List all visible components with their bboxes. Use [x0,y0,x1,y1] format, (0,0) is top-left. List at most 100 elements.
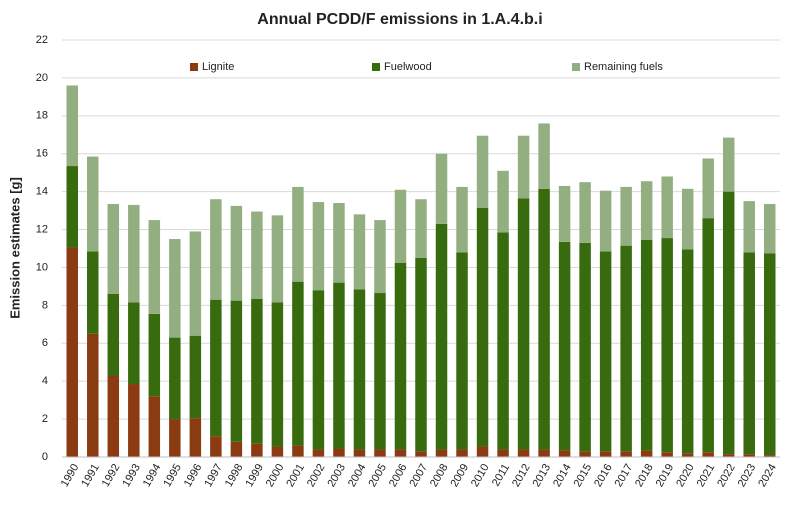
bar-segment [497,170,509,233]
bar-segment [66,166,79,248]
x-tick-label: 2003 [325,462,348,489]
bar-segment [476,446,489,457]
bar-segment [743,454,755,457]
bar-segment [620,245,632,452]
bar-segment [681,249,694,454]
bar-segment [538,188,550,450]
bar-segment [476,135,489,208]
x-tick-label: 1990 [59,462,82,489]
x-tick-label: 1995 [161,462,184,489]
bar-segment [230,441,243,457]
bar-segment [599,451,612,457]
x-tick-label: 1992 [100,462,123,489]
bar-segment [394,449,407,457]
bar-segment [353,289,366,450]
bar-segment [148,396,161,457]
y-tick-label: 16 [36,148,48,160]
bar-segment [189,335,202,419]
bar-segment [292,281,304,446]
bar-segment [435,153,448,224]
bar-segment [107,203,120,294]
bar-segment [517,198,530,450]
bar-segment [415,199,427,258]
y-tick-label: 20 [36,72,48,84]
bar-segment [620,186,632,246]
bar-segment [579,182,591,243]
bar-segment [169,419,181,457]
bar-segment [148,220,161,314]
bar-segment [251,443,263,457]
bar-segment [66,247,79,457]
legend-label: Remaining fuels [584,61,663,73]
bar-segment [661,238,673,453]
bar-segment [128,384,140,457]
x-tick-label: 2019 [654,462,677,489]
y-tick-label: 18 [36,110,48,122]
y-tick-label: 0 [42,451,48,463]
x-tick-label: 1997 [202,462,225,489]
x-tick-label: 2002 [305,462,328,489]
bar-segment [517,449,530,457]
x-tick-label: 2015 [572,462,595,489]
bar-segment [620,451,632,457]
bar-segment [681,188,694,250]
x-tick-label: 2011 [490,462,512,488]
bar-segment [251,211,263,299]
bar-segment [169,239,181,338]
bar-segment [210,436,222,457]
legend-swatch [572,63,580,71]
bar-segment [148,313,161,397]
bar-segment [743,252,755,455]
y-axis-label: Emission estimates [g] [7,177,22,319]
bar-segment [579,451,591,457]
bar-segment [722,191,735,455]
x-tick-label: 2021 [695,462,718,489]
bar-segment [107,293,120,376]
bar-segment [107,375,120,457]
bar-segment [333,282,345,449]
bar-segment [579,242,591,452]
bar-segment [640,450,653,457]
x-tick-label: 1996 [182,462,205,489]
bar-segment [333,203,345,283]
bar-segment [661,176,673,239]
bar-segment [497,449,509,457]
bar-segment [87,156,99,252]
chart-title: Annual PCDD/F emissions in 1.A.4.b.i [257,11,542,28]
bar-segment [230,300,243,442]
legend-label: Fuelwood [384,61,432,73]
x-tick-label: 2000 [264,462,287,489]
x-tick-label: 1993 [120,462,143,489]
x-tick-label: 2009 [449,462,472,489]
bar-segment [128,204,140,303]
x-tick-label: 2013 [531,462,554,489]
bar-segment [353,214,366,290]
x-tick-label: 2020 [674,462,697,489]
bar-segment [128,302,140,385]
bar-segment [271,446,284,457]
bar-segment [435,223,448,450]
x-tick-label: 1999 [243,462,266,489]
bar-segment [169,337,181,420]
bar-segment [722,137,735,192]
legend-swatch [372,63,380,71]
bar-segment [456,449,468,457]
bar-segment [763,253,776,456]
bar-segment [599,190,612,252]
bar-segment [87,333,99,457]
bar-segment [681,453,694,457]
y-tick-label: 10 [36,261,48,273]
y-tick-label: 4 [42,375,48,387]
bar-segment [702,218,714,453]
bar-segment [189,418,202,457]
x-tick-label: 1994 [141,462,164,489]
bar-segment [640,239,653,451]
bar-segment [66,85,79,167]
x-tick-label: 2010 [469,462,492,489]
bar-segment [538,123,550,189]
y-tick-label: 14 [36,186,48,198]
bar-segment [394,262,407,450]
x-tick-label: 2006 [387,462,410,489]
bar-segment [374,293,386,450]
bar-segment [271,302,284,447]
